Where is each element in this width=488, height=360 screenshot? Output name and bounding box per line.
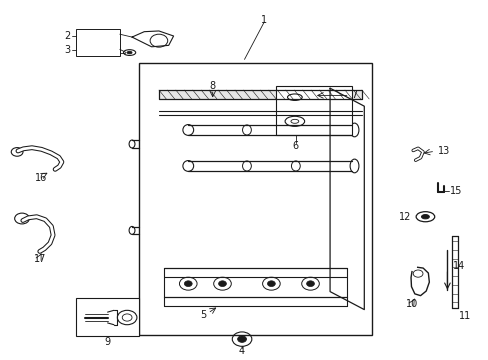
Text: 13: 13 xyxy=(437,146,449,156)
Text: 10: 10 xyxy=(405,299,418,309)
Text: 17: 17 xyxy=(34,254,46,264)
Bar xyxy=(76,29,120,56)
Text: 14: 14 xyxy=(452,261,465,271)
Circle shape xyxy=(184,281,192,287)
Text: 4: 4 xyxy=(239,346,244,356)
Text: 9: 9 xyxy=(104,337,110,347)
Bar xyxy=(139,63,371,335)
Text: 16: 16 xyxy=(35,173,48,183)
Circle shape xyxy=(306,281,314,287)
Text: 11: 11 xyxy=(458,311,470,321)
Text: 5: 5 xyxy=(200,310,205,320)
Text: 7: 7 xyxy=(351,90,357,100)
Text: 15: 15 xyxy=(449,186,461,196)
Text: 3: 3 xyxy=(64,45,70,55)
Circle shape xyxy=(267,281,275,287)
Text: 6: 6 xyxy=(292,141,298,151)
Bar xyxy=(276,86,351,135)
Circle shape xyxy=(237,336,246,342)
Polygon shape xyxy=(159,90,361,99)
Circle shape xyxy=(218,281,226,287)
Bar xyxy=(76,298,139,336)
Ellipse shape xyxy=(421,215,428,219)
Text: 1: 1 xyxy=(261,15,266,25)
Polygon shape xyxy=(410,267,428,296)
Text: 2: 2 xyxy=(64,31,70,41)
Ellipse shape xyxy=(127,51,132,54)
Text: 8: 8 xyxy=(209,81,215,91)
Text: 12: 12 xyxy=(399,212,411,222)
